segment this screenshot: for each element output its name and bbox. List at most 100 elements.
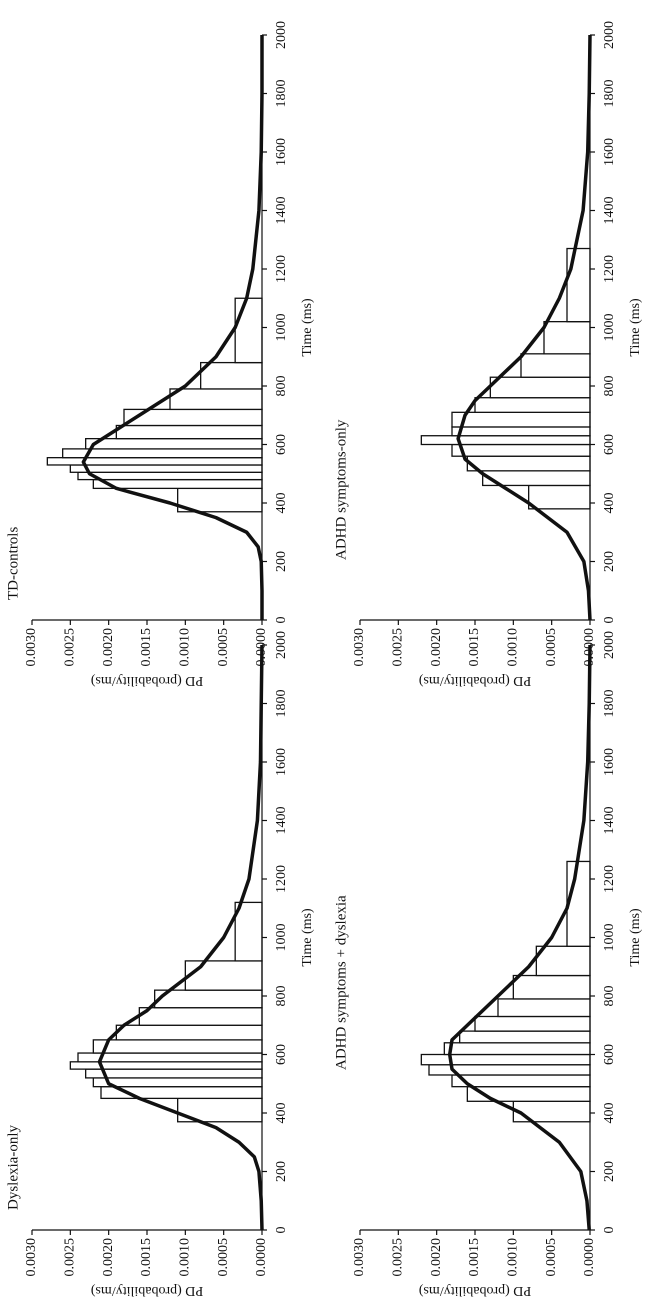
y-axis-title: PD (probability/ms) [90,673,203,688]
y-tick-label: 0.0015 [139,628,154,667]
x-tick-label: 1400 [602,807,617,835]
histogram-bar [69,464,263,473]
x-tick-label: 1000 [274,924,289,952]
y-tick-label: 0.0020 [101,628,116,667]
histogram-bar [443,1042,591,1056]
x-tick-label: 1800 [274,690,289,718]
histogram-bar [85,437,263,450]
chart-title: Dyslexia-only [5,1125,21,1210]
x-axis-title: Time (ms) [628,908,643,967]
x-tick-label: 2000 [274,631,289,659]
histogram-bar [497,998,591,1018]
x-tick-label: 800 [274,376,289,397]
y-tick-label: 0.0000 [582,1238,597,1277]
histogram-bar [474,1015,591,1032]
y-axis-title: PD (probability/ms) [418,1283,531,1298]
y-tick-label: 0.0000 [254,1238,269,1277]
y-tick-label: 0.0020 [429,1238,444,1277]
histogram-bar [451,411,591,428]
histogram-bar [184,960,263,991]
histogram-bar [115,424,263,440]
x-tick-label: 1200 [602,255,617,283]
y-tick-label: 0.0015 [467,1238,482,1277]
y-tick-label: 0.0020 [101,1238,116,1277]
y-tick-label: 0.0025 [391,628,406,667]
histogram-bar [474,397,591,413]
x-tick-label: 1800 [602,690,617,718]
x-tick-label: 1000 [602,924,617,952]
fitted-curve [97,644,264,1231]
y-tick-label: 0.0010 [506,628,521,667]
histogram-bar [200,361,263,390]
y-tick-label: 0.0005 [216,1238,231,1277]
x-tick-label: 1000 [602,314,617,342]
histogram-bar [451,443,591,457]
histogram-bar [543,321,591,355]
y-tick-label: 0.0025 [391,1238,406,1277]
histogram-bar [566,247,591,323]
x-tick-label: 200 [274,551,289,572]
chart-panel: 0.00000.00050.00100.00150.00200.00250.00… [333,21,643,688]
histogram-bar [466,455,591,472]
x-tick-label: 600 [274,1044,289,1065]
x-tick-label: 200 [274,1161,289,1182]
x-tick-label: 400 [602,1103,617,1124]
chart-title: ADHD symptoms-only [333,419,349,560]
histogram-bar [154,989,263,1009]
x-tick-label: 1800 [274,80,289,108]
x-tick-label: 1200 [602,865,617,893]
y-tick-label: 0.0025 [63,1238,78,1277]
histogram-bar [77,1052,263,1063]
x-tick-label: 400 [274,1103,289,1124]
chart-panel: 0.00000.00050.00100.00150.00200.00250.00… [5,21,315,688]
x-tick-label: 1600 [274,138,289,166]
histogram-bar [115,1024,263,1041]
y-tick-label: 0.0010 [506,1238,521,1277]
y-tick-label: 0.0020 [429,628,444,667]
x-tick-label: 1600 [274,748,289,776]
histogram-bar [46,457,263,466]
y-tick-label: 0.0010 [178,1238,193,1277]
y-tick-label: 0.0030 [24,1238,39,1277]
histogram-bar [92,1077,263,1088]
histogram-bar [62,448,263,459]
histogram-bar [92,1039,263,1054]
histogram-bar [451,1074,591,1088]
x-tick-label: 1600 [602,748,617,776]
y-tick-label: 0.0030 [24,628,39,667]
x-tick-label: 600 [602,434,617,455]
y-tick-label: 0.0025 [63,628,78,667]
histogram-bar [169,388,263,411]
histogram-bar [77,471,263,481]
y-tick-label: 0.0015 [139,1238,154,1277]
chart-panel: 0.0000 0.0005 0.0010 0.0015 0.0020 0.0025 0.00… [333,631,643,1298]
histogram-bar [138,1007,263,1026]
x-tick-label: 2000 [274,21,289,49]
x-tick-label: 1400 [602,197,617,225]
x-tick-label: 200 [602,551,617,572]
histogram-bar [451,426,591,437]
histogram-bar [234,297,263,364]
fitted-curve [81,35,264,620]
chart-title: ADHD symptoms + dyslexia [333,895,349,1070]
y-tick-label: 0.0005 [216,628,231,667]
y-axis-title: PD (probability/ms) [418,673,531,688]
x-tick-label: 0 [602,1227,617,1234]
y-tick-label: 0.0005 [544,628,559,667]
x-tick-label: 1800 [602,80,617,108]
histogram-bar [92,478,263,490]
histogram-bar [420,1053,591,1066]
histogram-bar [85,1068,263,1079]
x-axis-title: Time (ms) [628,298,643,357]
x-tick-label: 200 [602,1161,617,1182]
y-tick-label: 0.0010 [178,628,193,667]
x-tick-label: 600 [274,434,289,455]
chart-title: TD-controls [5,527,21,600]
histogram-bar [512,974,591,1000]
y-tick-label: 0.0030 [352,1238,367,1277]
x-axis-title: Time (ms) [300,298,315,357]
y-tick-label: 0.0015 [467,628,482,667]
x-axis-title: Time (ms) [300,908,315,967]
histogram-bar [512,1100,591,1123]
